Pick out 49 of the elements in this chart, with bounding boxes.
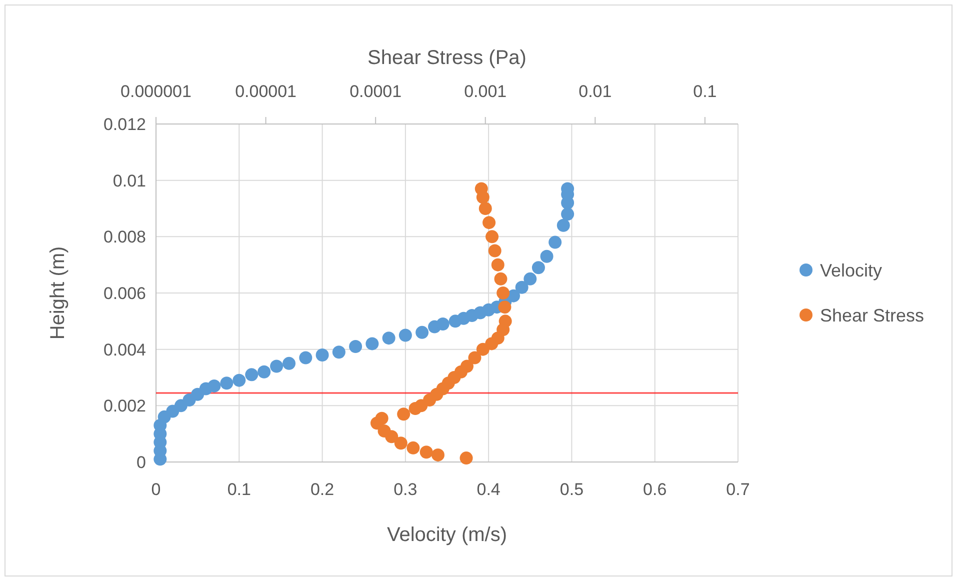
point — [524, 272, 537, 286]
point — [245, 368, 258, 382]
x-tick-label: 0.7 — [726, 480, 750, 499]
y-tick-label: 0.004 — [103, 340, 146, 360]
point — [208, 379, 221, 392]
point — [548, 236, 562, 249]
point — [316, 348, 329, 362]
point — [416, 326, 429, 339]
point — [270, 360, 284, 373]
point — [540, 250, 554, 263]
x-tick-label: 0.2 — [310, 480, 334, 499]
point — [366, 337, 379, 350]
x2-tick-label: 0.0001 — [350, 82, 402, 101]
y-tick-label: 0.01 — [112, 171, 146, 190]
legend-label: Velocity — [820, 260, 882, 280]
point — [220, 376, 234, 390]
x2-tick-label: 0.00001 — [235, 82, 297, 101]
point — [282, 356, 296, 370]
point — [258, 365, 271, 378]
point — [436, 317, 450, 330]
legend-label: Shear Stress — [820, 305, 924, 326]
x-tick-label: 0.1 — [227, 480, 251, 499]
y-tick-label: 0.012 — [103, 114, 146, 134]
x2-tick-label: 0.001 — [464, 82, 507, 101]
point — [232, 374, 246, 387]
y-tick-label: 0.008 — [103, 228, 146, 247]
point — [561, 208, 574, 221]
point — [398, 328, 412, 342]
point — [556, 218, 570, 232]
x-tick-label: 0.4 — [476, 480, 500, 499]
x2-tick-label: 0.1 — [693, 82, 717, 101]
x-tick-label: 0.6 — [643, 480, 667, 499]
x2-tick-label: 0.000001 — [120, 82, 192, 101]
point — [515, 280, 528, 294]
x-tick-label: 0 — [151, 480, 161, 499]
x2-tick-label: 0.01 — [578, 82, 612, 101]
point — [532, 261, 545, 274]
y-tick-label: 0.006 — [103, 284, 146, 303]
x-tick-label: 0.5 — [560, 480, 584, 499]
point — [299, 351, 312, 364]
y-tick-label: 0.002 — [103, 396, 146, 416]
x2-axis-title: Shear Stress (Pa) — [368, 47, 526, 69]
y-tick-label: 0 — [136, 452, 146, 472]
y-axis-title: Height (m) — [47, 246, 69, 340]
point — [332, 346, 346, 359]
point — [382, 332, 396, 345]
point — [349, 340, 362, 354]
x-tick-label: 0.3 — [394, 480, 418, 499]
x-axis-title: Velocity (m/s) — [386, 524, 508, 546]
